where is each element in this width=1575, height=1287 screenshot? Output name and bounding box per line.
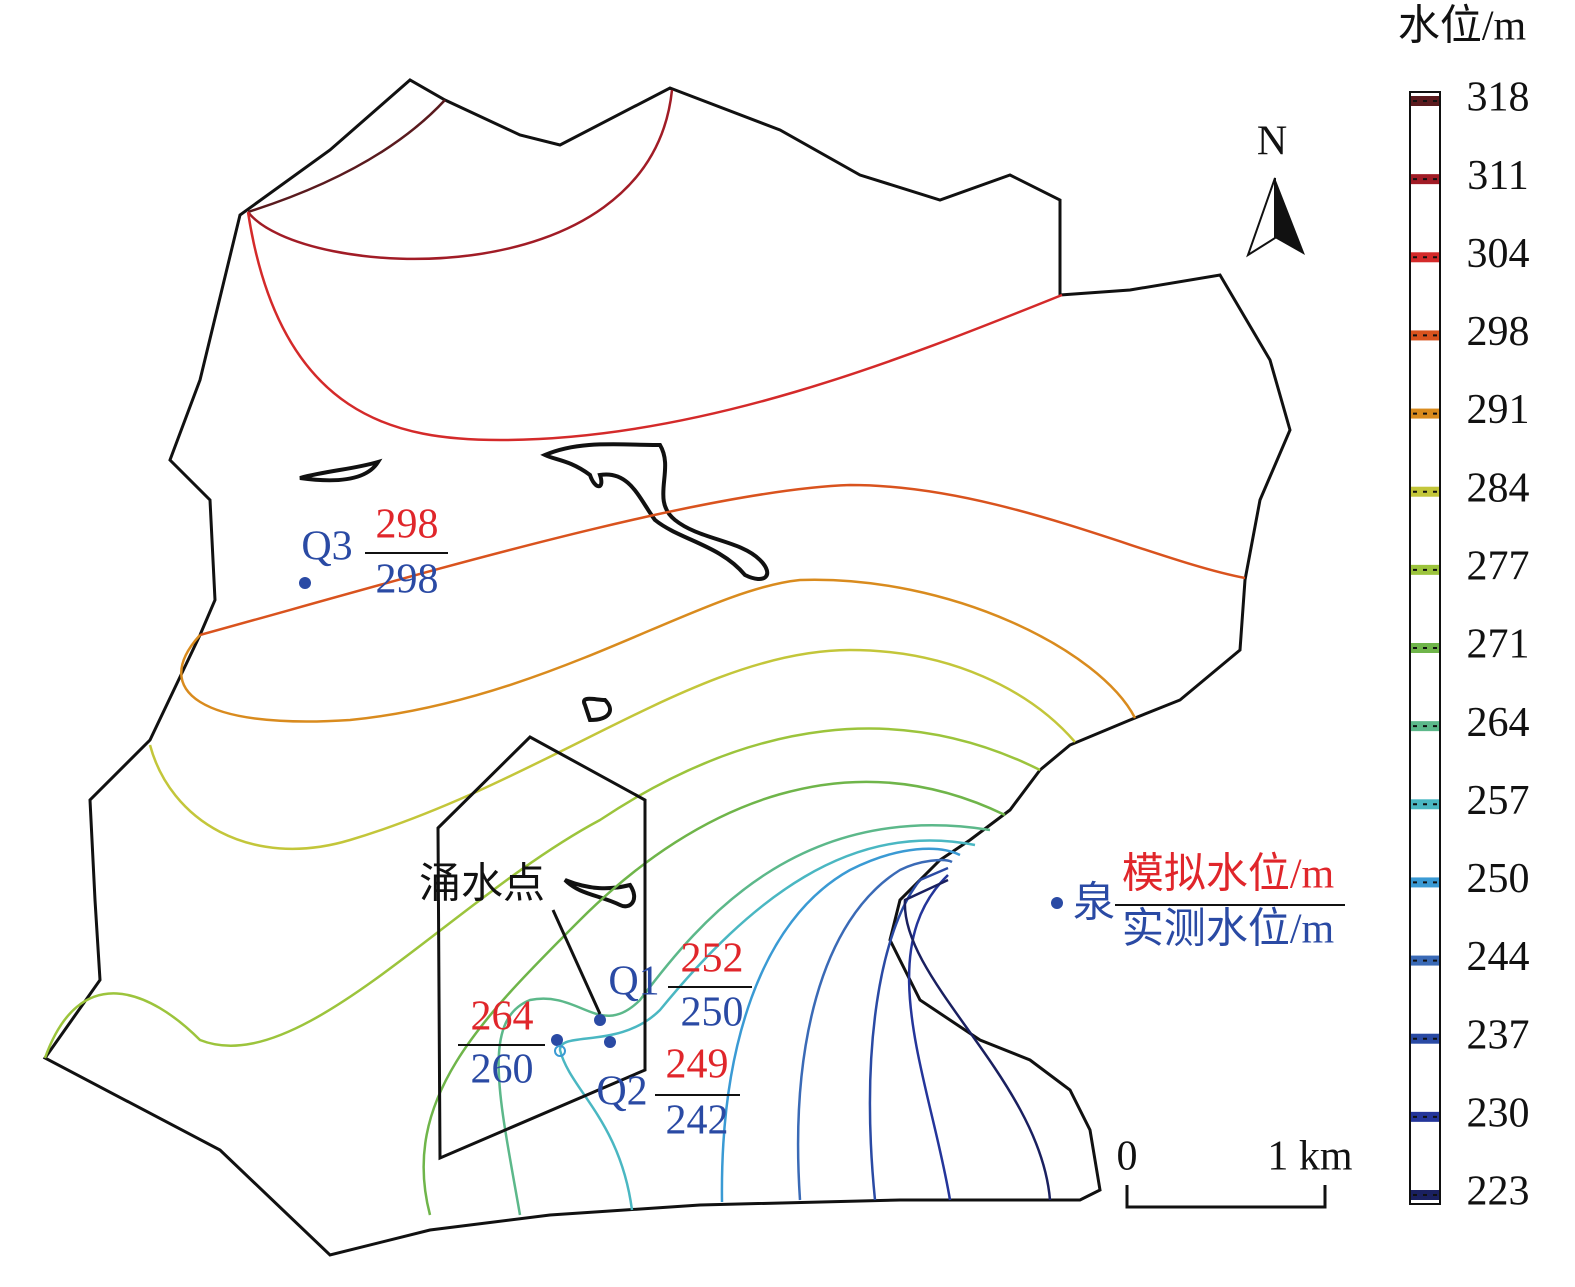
colorbar-label: 244 (1467, 934, 1530, 980)
colorbar-label: 311 (1467, 153, 1528, 199)
boundary (42, 78, 1292, 1257)
measured-level: 242 (666, 1098, 729, 1144)
scale-bar: 0 1 km (1117, 1134, 1353, 1209)
measured-level: 260 (471, 1047, 534, 1093)
colorbar-label: 223 (1467, 1169, 1530, 1215)
north-arrow (1246, 177, 1276, 258)
lakes (299, 442, 770, 909)
legend: 泉 模拟水位/m 实测水位/m (1051, 851, 1345, 953)
colorbar-label: 257 (1467, 778, 1530, 824)
well-name: Q2 (596, 1069, 647, 1115)
colorbar-title: 水位/m (1398, 3, 1527, 50)
well-point (604, 1036, 616, 1048)
scale-start: 0 (1117, 1134, 1138, 1180)
contours (43, 89, 1246, 1216)
well-point (299, 577, 311, 589)
colorbar-label: 250 (1467, 856, 1530, 902)
colorbar-label: 291 (1467, 387, 1530, 433)
legend-simulated: 模拟水位/m (1122, 851, 1335, 898)
spring-point (551, 1034, 563, 1046)
colorbar-label: 237 (1467, 1012, 1530, 1058)
simulated-level: 252 (681, 936, 744, 982)
simulated-level: 298 (376, 502, 439, 548)
legend-measured: 实测水位/m (1122, 906, 1335, 953)
north-arrow (1275, 178, 1305, 255)
simulated-level: 264 (471, 994, 534, 1040)
well-point (594, 1014, 606, 1026)
spring: 264 260 (458, 994, 566, 1093)
legend-symbol-label: 泉 (1073, 881, 1115, 927)
well-name: Q1 (608, 959, 659, 1005)
well-name: Q3 (301, 524, 352, 570)
legend-point (1051, 897, 1063, 909)
scale-line (1125, 1185, 1327, 1209)
colorbar-label: 264 (1467, 700, 1530, 746)
measured-level: 298 (376, 557, 439, 603)
mine-area (436, 735, 647, 1161)
simulated-level: 249 (666, 1042, 729, 1088)
measured-level: 250 (681, 990, 744, 1036)
spring-symbol (554, 1045, 566, 1057)
well-q1: Q1 252 250 (594, 936, 752, 1048)
colorbar-label: 318 (1467, 75, 1530, 121)
north-label: N (1257, 119, 1287, 165)
colorbar-label: 277 (1467, 543, 1530, 589)
colorbar: 318 311 304 298 291 284 277 271 264 257 250 244 237 2… (1411, 75, 1530, 1215)
colorbar-label: 230 (1467, 1090, 1530, 1136)
colorbar-label: 304 (1467, 231, 1530, 277)
colorbar-label: 298 (1467, 309, 1530, 355)
well-q3: Q3 298 298 (299, 502, 448, 603)
colorbar-label: 271 (1467, 622, 1530, 668)
well-q2: Q2 249 242 (596, 1042, 740, 1144)
leader-line (551, 909, 602, 1015)
inrush-label: 涌水点 (419, 862, 545, 908)
scale-end: 1 km (1267, 1134, 1353, 1180)
colorbar-label: 284 (1467, 465, 1530, 511)
